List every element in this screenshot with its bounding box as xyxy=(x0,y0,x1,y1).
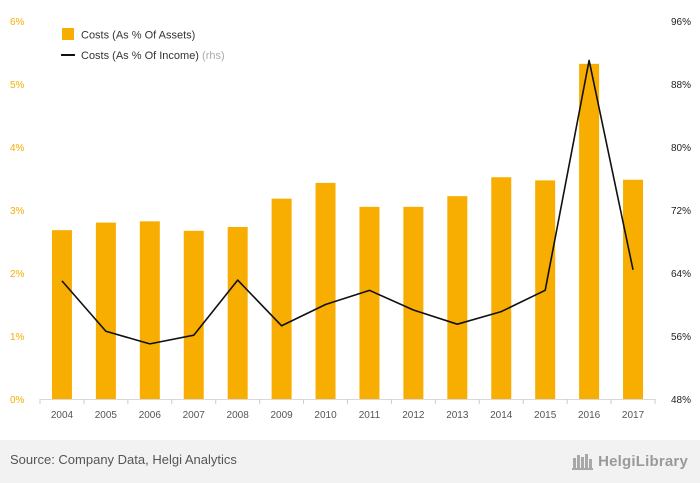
left-axis-tick-label: 3% xyxy=(10,206,25,217)
bar xyxy=(491,177,512,399)
x-tick-label: 2006 xyxy=(139,410,162,421)
bar xyxy=(623,179,644,399)
legend-label-assets: Costs (As % Of Assets) xyxy=(81,30,195,42)
bookshelf-icon xyxy=(572,454,594,470)
right-axis-tick-label: 72% xyxy=(671,206,691,217)
x-tick-label: 2010 xyxy=(314,410,337,421)
right-axis-tick-label: 64% xyxy=(671,269,691,280)
x-tick-label: 2005 xyxy=(95,410,118,421)
x-tick-label: 2016 xyxy=(578,410,601,421)
legend-rhs-suffix: (rhs) xyxy=(202,50,225,62)
bar xyxy=(315,182,336,399)
chart-area: 2004 2005 2006 2007 2008 2009 2010 2011 2012 2013… xyxy=(10,17,691,421)
left-axis-tick-label: 6% xyxy=(10,17,25,28)
right-axis-tick-label: 96% xyxy=(671,17,691,28)
x-tick-label: 2013 xyxy=(446,410,469,421)
helgi-library-logo: HelgiLibrary xyxy=(572,450,688,472)
left-axis-tick-label: 4% xyxy=(10,143,25,154)
bar xyxy=(95,222,116,399)
bar xyxy=(183,230,204,399)
bar xyxy=(227,227,248,399)
legend-label-income: Costs (As % Of Income) (rhs) xyxy=(81,50,225,62)
x-tick-label: 2015 xyxy=(534,410,557,421)
left-axis-tick-label: 0% xyxy=(10,395,25,406)
source-text: Source: Company Data, Helgi Analytics xyxy=(10,452,237,467)
left-axis-tick-label: 5% xyxy=(10,80,25,91)
legend-swatch-bar xyxy=(62,28,74,40)
x-tick-label: 2009 xyxy=(270,410,293,421)
bar xyxy=(447,196,468,399)
line-series-costs-income xyxy=(61,59,634,345)
x-tick-label: 2017 xyxy=(622,410,645,421)
right-axis-tick-label: 88% xyxy=(671,80,691,91)
x-tick-label: 2011 xyxy=(359,410,381,421)
bar xyxy=(579,63,600,400)
x-tick-label: 2008 xyxy=(227,410,250,421)
bar xyxy=(271,198,292,399)
right-axis-tick-label: 48% xyxy=(671,395,691,406)
bar xyxy=(359,206,380,399)
right-axis-tick-label: 80% xyxy=(671,143,691,154)
x-tick-label: 2014 xyxy=(490,410,513,421)
left-axis-tick-label: 1% xyxy=(10,332,25,343)
x-tick-label: 2007 xyxy=(183,410,206,421)
bar xyxy=(139,221,160,399)
x-tick-label: 2012 xyxy=(402,410,425,421)
chart-svg: 2004 2005 2006 2007 2008 2009 2010 2011 2012 2013… xyxy=(10,17,691,421)
right-axis-tick-label: 56% xyxy=(671,332,691,343)
x-tick-label: 2004 xyxy=(51,410,74,421)
left-axis-tick-label: 2% xyxy=(10,269,25,280)
footer-bar: Source: Company Data, Helgi Analytics He… xyxy=(0,440,700,483)
bar xyxy=(403,206,424,399)
bar xyxy=(51,230,72,399)
logo-text: HelgiLibrary xyxy=(598,452,688,470)
